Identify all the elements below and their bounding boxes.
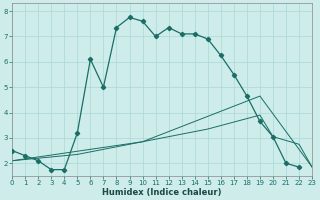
X-axis label: Humidex (Indice chaleur): Humidex (Indice chaleur)	[102, 188, 222, 197]
